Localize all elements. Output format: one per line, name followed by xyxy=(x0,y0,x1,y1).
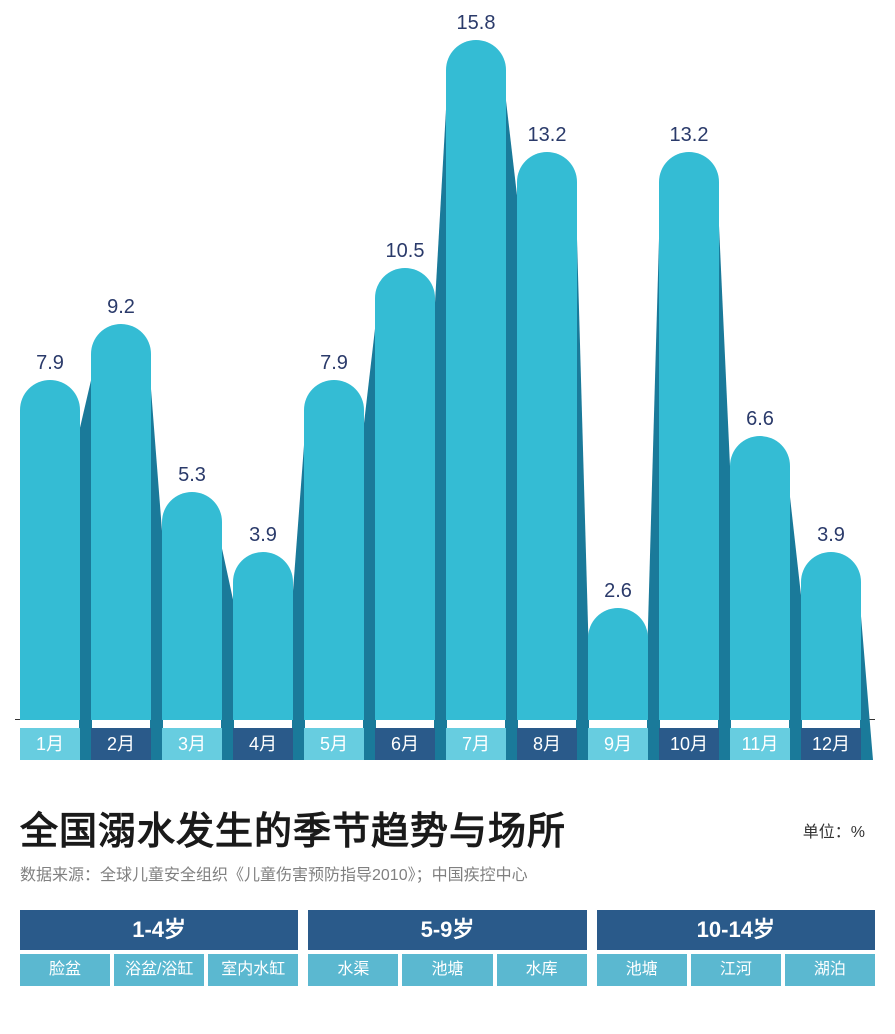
bar: 2.6 xyxy=(588,608,648,720)
bar-value-label: 3.9 xyxy=(233,524,293,547)
month-label: 12月 xyxy=(801,728,861,760)
bar-fill xyxy=(801,552,861,720)
age-group-places: 水渠池塘水库 xyxy=(308,954,586,986)
month-label: 11月 xyxy=(730,728,790,760)
month-label: 4月 xyxy=(233,728,293,760)
bar-value-label: 13.2 xyxy=(517,124,577,147)
place-cell: 室内水缸 xyxy=(208,954,298,986)
title-block: 全国溺水发生的季节趋势与场所 单位：% 数据来源：全球儿童安全组织《儿童伤害预防… xyxy=(20,800,875,885)
month-label: 9月 xyxy=(588,728,648,760)
bar-value-label: 2.6 xyxy=(588,580,648,603)
bar-value-label: 9.2 xyxy=(91,296,151,319)
age-group-places: 脸盆浴盆/浴缸室内水缸 xyxy=(20,954,298,986)
bar-value-label: 13.2 xyxy=(659,124,719,147)
bar: 6.6 xyxy=(730,436,790,720)
bar-fill xyxy=(91,324,151,720)
bar-fill xyxy=(730,436,790,720)
month-label: 2月 xyxy=(91,728,151,760)
place-cell: 江河 xyxy=(691,954,781,986)
unit-label: 单位：% xyxy=(803,818,865,842)
bar: 9.2 xyxy=(91,324,151,720)
place-cell: 池塘 xyxy=(402,954,492,986)
bar-fill xyxy=(20,380,80,720)
bar-value-label: 3.9 xyxy=(801,524,861,547)
bar-value-label: 15.8 xyxy=(446,12,506,35)
bar: 13.2 xyxy=(659,152,719,720)
chart-title: 全国溺水发生的季节趋势与场所 xyxy=(20,800,875,855)
bar-value-label: 7.9 xyxy=(304,352,364,375)
bar: 10.5 xyxy=(375,268,435,720)
bar-value-label: 6.6 xyxy=(730,408,790,431)
bar-fill xyxy=(588,608,648,720)
place-cell: 水库 xyxy=(497,954,587,986)
bar: 7.9 xyxy=(304,380,364,720)
bar-value-label: 5.3 xyxy=(162,464,222,487)
bar-value-label: 7.9 xyxy=(20,352,80,375)
bar: 3.9 xyxy=(233,552,293,720)
bar-shadow xyxy=(860,592,873,760)
bar-fill xyxy=(233,552,293,720)
month-label: 10月 xyxy=(659,728,719,760)
bar: 3.9 xyxy=(801,552,861,720)
bar-fill xyxy=(446,40,506,720)
data-source: 数据来源：全球儿童安全组织《儿童伤害预防指导2010》；中国疾控中心 xyxy=(20,861,875,885)
age-group-header: 10-14岁 xyxy=(597,910,875,950)
month-label: 6月 xyxy=(375,728,435,760)
month-label: 3月 xyxy=(162,728,222,760)
month-label: 5月 xyxy=(304,728,364,760)
age-group-places: 池塘江河湖泊 xyxy=(597,954,875,986)
place-cell: 池塘 xyxy=(597,954,687,986)
month-label: 1月 xyxy=(20,728,80,760)
bar-fill xyxy=(304,380,364,720)
age-group: 5-9岁水渠池塘水库 xyxy=(308,910,586,986)
age-group-header: 1-4岁 xyxy=(20,910,298,950)
bar-fill xyxy=(162,492,222,720)
bar-fill xyxy=(659,152,719,720)
month-label: 7月 xyxy=(446,728,506,760)
place-cell: 浴盆/浴缸 xyxy=(114,954,204,986)
age-group: 10-14岁池塘江河湖泊 xyxy=(597,910,875,986)
bar: 7.9 xyxy=(20,380,80,720)
age-group: 1-4岁脸盆浴盆/浴缸室内水缸 xyxy=(20,910,298,986)
bar: 15.8 xyxy=(446,40,506,720)
place-cell: 湖泊 xyxy=(785,954,875,986)
bar: 13.2 xyxy=(517,152,577,720)
place-cell: 水渠 xyxy=(308,954,398,986)
bar-value-label: 10.5 xyxy=(375,240,435,263)
age-group-table: 1-4岁脸盆浴盆/浴缸室内水缸5-9岁水渠池塘水库10-14岁池塘江河湖泊 xyxy=(20,910,875,986)
month-label: 8月 xyxy=(517,728,577,760)
bar-fill xyxy=(517,152,577,720)
place-cell: 脸盆 xyxy=(20,954,110,986)
bar-fill xyxy=(375,268,435,720)
monthly-bar-chart: 7.9 1月 9.2 2月 5.3 3月 3.9 4月 7.9 5月 10.5 6月 15.8 7月 13.… xyxy=(15,10,875,760)
age-group-header: 5-9岁 xyxy=(308,910,586,950)
bar: 5.3 xyxy=(162,492,222,720)
